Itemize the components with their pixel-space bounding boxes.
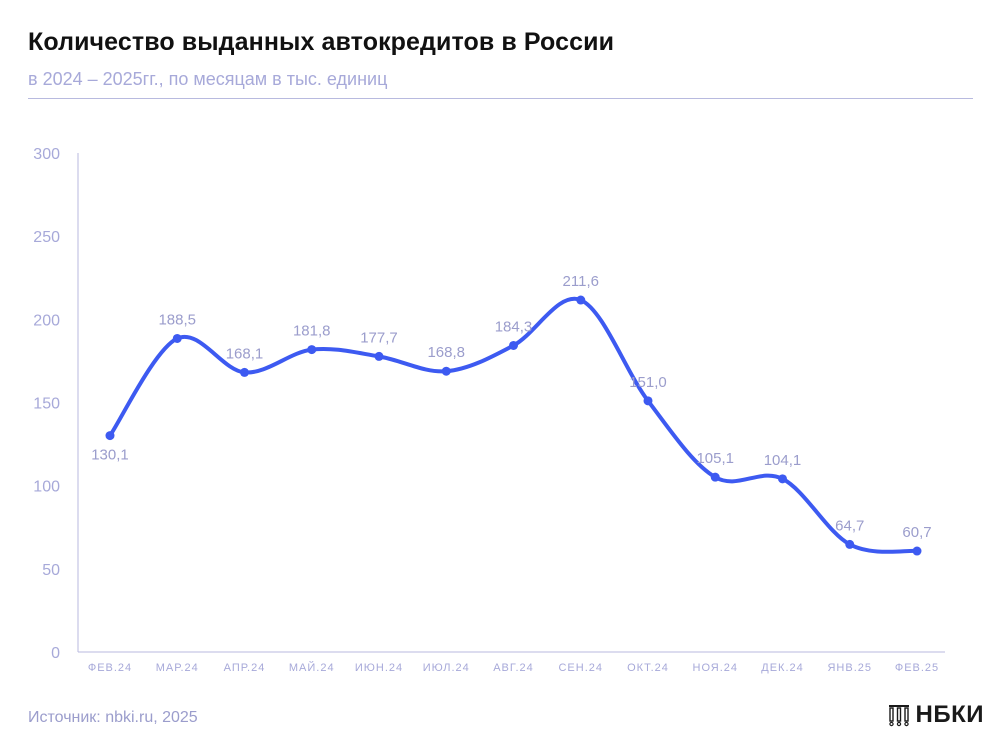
y-tick-label: 0 [51,645,60,662]
data-label: 130,1 [91,447,129,464]
data-label: 60,7 [902,524,931,541]
data-label: 104,1 [764,452,802,469]
y-tick-label: 100 [33,479,60,496]
data-point [912,546,922,556]
y-tick-label: 200 [33,312,60,329]
data-point [710,472,720,482]
data-point [441,366,451,376]
data-point [778,474,787,484]
y-tick-label: 50 [42,562,60,579]
y-tick-label: 250 [33,229,60,246]
data-label: 211,6 [563,273,599,290]
data-point [374,351,384,361]
nbki-logo: НБКИ [888,701,984,729]
data-point [643,396,653,406]
x-tick-label: ОКТ.24 [627,662,669,674]
x-tick-label: МАР.24 [156,662,199,674]
bank-building-icon [888,705,909,727]
x-tick-label: СЕН.24 [558,662,603,674]
data-label: 168,8 [427,344,465,361]
data-point [240,367,249,377]
y-tick-label: 150 [33,396,60,413]
x-tick-label: МАЙ.24 [289,661,335,674]
x-tick-label: ИЮН.24 [355,662,403,674]
data-label: 177,7 [360,329,398,346]
x-tick-label: ФЕВ.25 [895,662,939,674]
data-point [576,295,586,305]
data-label: 105,1 [696,450,734,467]
data-label: 151,0 [629,374,667,391]
data-point [172,333,182,343]
series-line [108,296,919,554]
data-label: 64,7 [835,517,864,534]
x-tick-label: ФЕВ.24 [88,662,132,674]
data-label: 181,8 [293,323,331,340]
data-label: 188,5 [158,311,196,328]
y-tick-label: 300 [33,146,60,163]
x-tick-label: НОЯ.24 [693,662,739,674]
x-tick-label: АПР.24 [224,662,266,674]
data-label: 168,1 [226,345,264,362]
data-label: 184,3 [495,318,533,335]
x-tick-label: АВГ.24 [493,662,534,674]
logo-text: НБКИ [915,701,984,728]
data-point [307,345,317,355]
chart-subtitle: в 2024 – 2025гг., по месяцам в тыс. един… [28,69,388,89]
chart-title: Количество выданных автокредитов в Росси… [28,28,615,56]
source-note: Источник: nbki.ru, 2025 [28,709,198,726]
data-point [105,431,115,441]
data-point [845,539,855,549]
header-divider [28,98,973,99]
x-tick-label: ЯНВ.25 [827,662,872,674]
x-tick-label: ИЮЛ.24 [423,662,470,674]
x-tick-label: ДЕК.24 [761,662,804,674]
data-point [509,340,518,350]
